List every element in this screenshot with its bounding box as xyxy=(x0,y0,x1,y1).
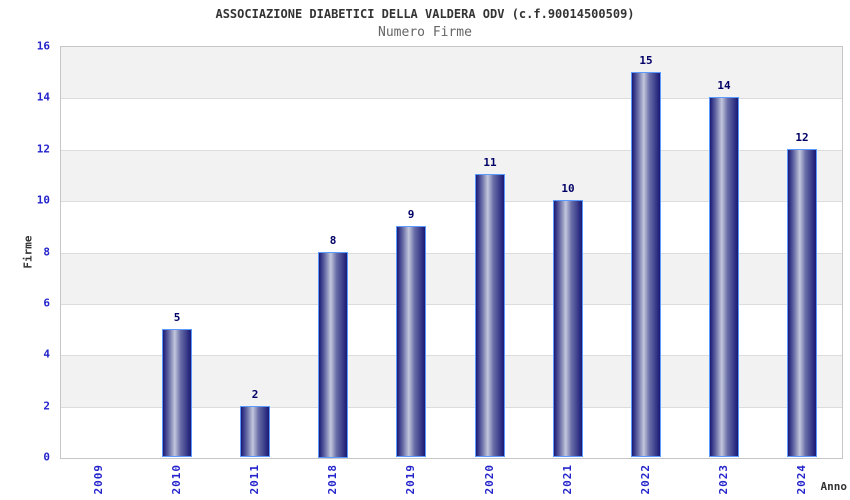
x-tick-label: 2010 xyxy=(170,464,183,495)
bar-value-label: 10 xyxy=(561,182,575,195)
y-tick-label: 0 xyxy=(43,450,50,464)
bar-2023 xyxy=(709,97,739,457)
bar-2010 xyxy=(162,329,192,457)
x-tick-label: 2023 xyxy=(717,464,730,495)
x-tick-label: 2011 xyxy=(248,464,261,495)
gridline xyxy=(61,150,842,151)
x-tick-label: 2021 xyxy=(561,464,574,495)
bar-2024 xyxy=(787,149,817,457)
gridline xyxy=(61,201,842,202)
x-tick-label: 2018 xyxy=(326,464,339,495)
plot-band xyxy=(61,47,842,99)
x-tick-label: 2020 xyxy=(483,464,496,495)
bar-2021 xyxy=(553,200,583,457)
y-tick-label: 14 xyxy=(36,90,50,104)
bar-value-label: 5 xyxy=(173,311,181,324)
gridline xyxy=(61,355,842,356)
bar-2022 xyxy=(631,72,661,457)
bar-value-label: 15 xyxy=(639,54,653,67)
bar-2018 xyxy=(318,252,348,458)
bar-2011 xyxy=(240,406,270,457)
gridline xyxy=(61,304,842,305)
x-tick-label: 2022 xyxy=(639,464,652,495)
bar-value-label: 9 xyxy=(407,208,415,221)
y-tick-label: 4 xyxy=(43,347,50,361)
bar-value-label: 11 xyxy=(483,156,497,169)
y-tick-label: 2 xyxy=(43,399,50,413)
y-tick-label: 10 xyxy=(36,193,50,207)
gridline xyxy=(61,98,842,99)
bar-2019 xyxy=(396,226,426,457)
bar-value-label: 2 xyxy=(251,388,259,401)
chart-title: ASSOCIAZIONE DIABETICI DELLA VALDERA ODV… xyxy=(215,7,635,21)
gridline xyxy=(61,253,842,254)
x-tick-label: 2019 xyxy=(404,464,417,495)
x-axis-title: Anno xyxy=(820,480,848,493)
bar-value-label: 14 xyxy=(717,79,731,92)
y-tick-label: 16 xyxy=(36,39,50,53)
bar-value-label: 12 xyxy=(795,131,809,144)
y-tick-label: 12 xyxy=(36,142,50,156)
y-tick-label: 6 xyxy=(43,296,50,310)
bar-value-label: 8 xyxy=(329,234,337,247)
x-tick-label: 2024 xyxy=(795,464,808,495)
bar-2020 xyxy=(475,174,505,457)
y-tick-label: 8 xyxy=(43,245,50,258)
x-tick-label: 2009 xyxy=(92,464,105,495)
chart-subtitle: Numero Firme xyxy=(378,25,472,40)
gridline xyxy=(61,407,842,408)
